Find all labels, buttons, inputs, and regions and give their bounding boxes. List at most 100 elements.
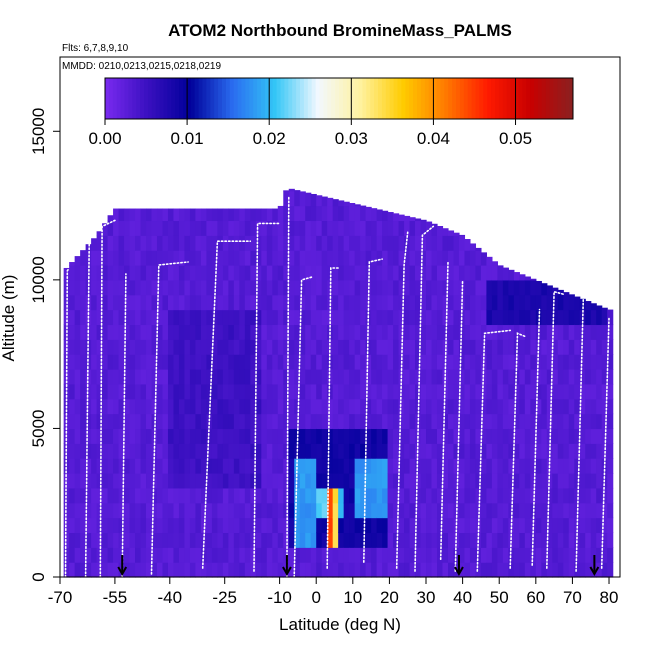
- heatmap-cell: [156, 532, 164, 548]
- heatmap-cell: [585, 458, 592, 474]
- heatmap-cell: [211, 502, 218, 519]
- heatmap-cell: [189, 473, 197, 489]
- heatmap-cell: [118, 309, 125, 326]
- heatmap-cell: [80, 562, 87, 578]
- heatmap-cell: [283, 398, 290, 415]
- heatmap-cell: [420, 369, 427, 385]
- heatmap-cell: [228, 369, 235, 385]
- heatmap-cell: [288, 398, 295, 415]
- heatmap-cell: [475, 369, 482, 385]
- heatmap-cell: [217, 324, 224, 340]
- heatmap-cell: [409, 265, 416, 281]
- heatmap-cell: [200, 562, 208, 578]
- heatmap-cell: [305, 547, 312, 563]
- heatmap-cell: [74, 517, 81, 534]
- heatmap-cell: [288, 487, 295, 504]
- heatmap-cell: [552, 532, 559, 548]
- heatmap-cell: [469, 383, 477, 400]
- heatmap-cell: [426, 279, 433, 296]
- heatmap-cell: [140, 294, 147, 311]
- heatmap-cell: [519, 383, 526, 400]
- heatmap-cell: [596, 443, 603, 459]
- heatmap-cell: [222, 294, 229, 311]
- heatmap-cell: [184, 532, 191, 548]
- heatmap-cell: [398, 398, 405, 415]
- heatmap-cell: [524, 398, 531, 415]
- heatmap-cell: [601, 324, 608, 340]
- heatmap-cell: [382, 354, 389, 370]
- heatmap-cell: [151, 517, 158, 534]
- heatmap-cell: [552, 443, 559, 459]
- heatmap-cell: [140, 369, 147, 385]
- colorbar-segment: [346, 78, 352, 119]
- heatmap-cell: [222, 383, 229, 400]
- colorbar-segment: [300, 78, 305, 119]
- heatmap-cell: [404, 562, 411, 578]
- heatmap-cell: [607, 324, 614, 340]
- heatmap-cell: [294, 190, 301, 207]
- y-tick-label: 0: [29, 572, 48, 581]
- heatmap-cell: [365, 458, 372, 474]
- heatmap-cell: [321, 235, 328, 251]
- heatmap-cell: [552, 369, 559, 385]
- heatmap-cell: [151, 487, 158, 504]
- heatmap-cell: [365, 354, 372, 370]
- heatmap-cell: [552, 383, 559, 400]
- heatmap-cell: [91, 443, 98, 459]
- heatmap-cell: [129, 443, 136, 459]
- heatmap-cell: [80, 279, 87, 296]
- heatmap-cell: [464, 443, 471, 459]
- heatmap-cell: [178, 309, 186, 326]
- heatmap-cell: [102, 547, 109, 563]
- heatmap-cell: [502, 324, 509, 340]
- heatmap-cell: [491, 487, 498, 504]
- heatmap-cell: [563, 339, 570, 355]
- heatmap-cell: [579, 443, 586, 459]
- heatmap-cell: [266, 265, 273, 281]
- heatmap-cell: [178, 398, 186, 415]
- heatmap-cell: [354, 413, 361, 430]
- heatmap-cell: [250, 250, 257, 266]
- heatmap-cell: [107, 413, 114, 430]
- colorbar-segment: [214, 78, 219, 119]
- heatmap-cell: [376, 235, 383, 251]
- heatmap-cell: [178, 473, 186, 489]
- heatmap-cell: [431, 324, 438, 340]
- heatmap-cell: [469, 532, 477, 548]
- heatmap-cell: [360, 279, 367, 296]
- heatmap-cell: [607, 398, 614, 415]
- colorbar-segment: [323, 78, 328, 119]
- flight-track: [531, 308, 541, 566]
- heatmap-cell: [261, 398, 268, 415]
- heatmap-cell: [491, 294, 498, 311]
- heatmap-cell: [316, 220, 323, 236]
- heatmap-cell: [189, 517, 197, 534]
- heatmap-cell: [288, 205, 295, 222]
- heatmap-cell: [365, 517, 372, 534]
- heatmap-cell: [63, 487, 70, 504]
- heatmap-cell: [354, 532, 361, 548]
- heatmap-cell: [524, 279, 531, 296]
- heatmap-cell: [69, 428, 76, 444]
- heatmap-cell: [508, 532, 515, 548]
- heatmap-cell: [184, 265, 191, 281]
- heatmap-cell: [294, 562, 301, 578]
- heatmap-cell: [349, 205, 356, 222]
- heatmap-cell: [376, 398, 383, 415]
- heatmap-cell: [475, 294, 482, 311]
- heatmap-cell: [458, 473, 466, 489]
- heatmap-cell: [574, 458, 581, 474]
- heatmap-cell: [162, 458, 169, 474]
- heatmap-cell: [601, 354, 608, 370]
- heatmap-cell: [447, 532, 455, 548]
- heatmap-cell: [321, 428, 328, 444]
- heatmap-cell: [365, 220, 372, 236]
- heatmap-cell: [431, 223, 438, 236]
- x-tick-label: 10: [343, 588, 362, 607]
- heatmap-cell: [497, 398, 504, 415]
- flight-marker-arrow-head: [282, 566, 292, 577]
- heatmap-cell: [371, 309, 378, 326]
- heatmap-cell: [113, 532, 120, 548]
- heatmap-cell: [85, 369, 92, 385]
